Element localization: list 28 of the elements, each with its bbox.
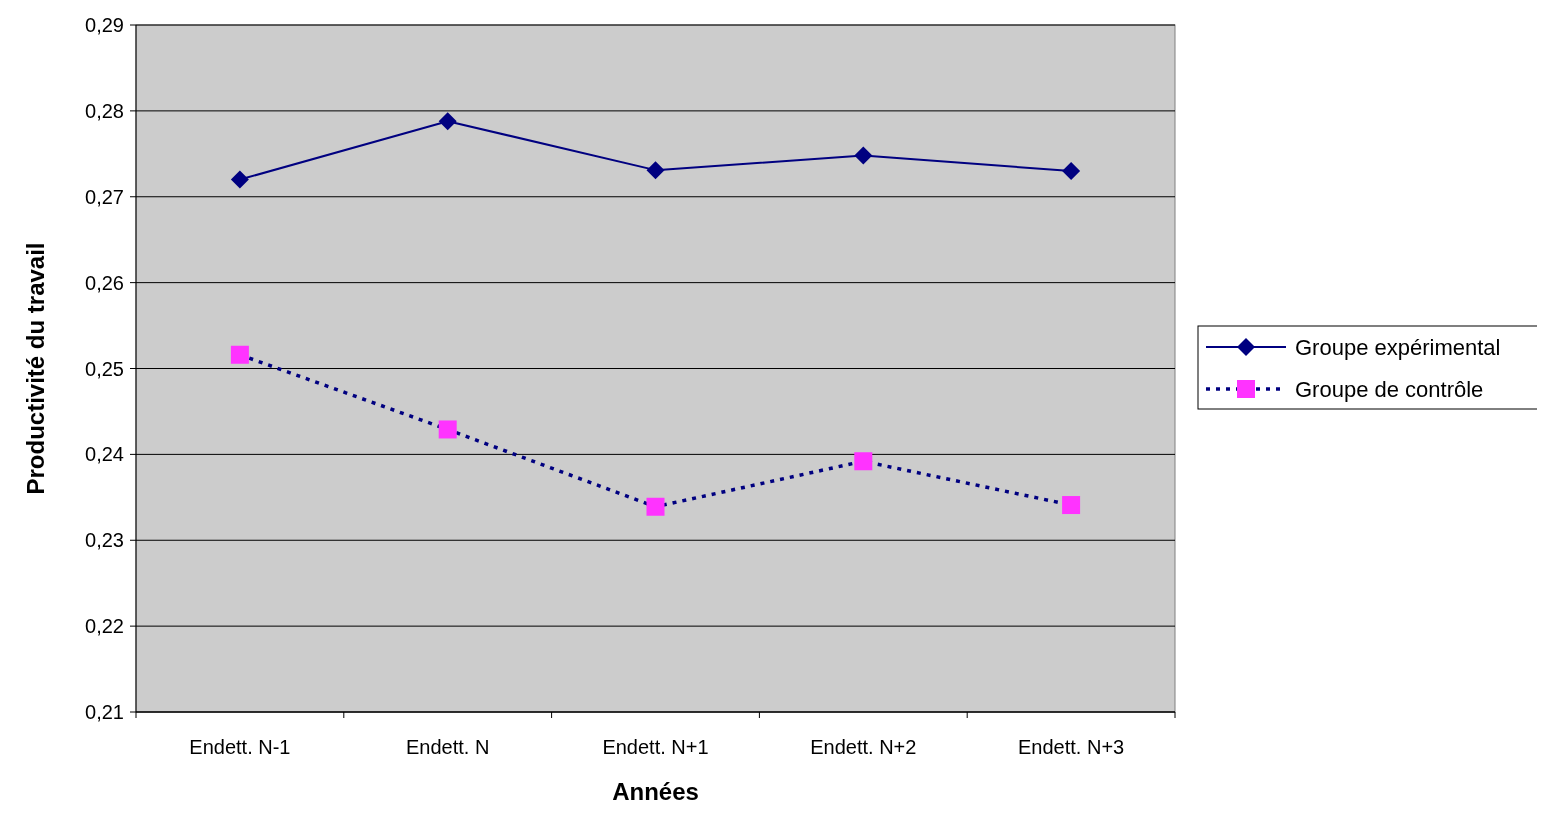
- point: [1062, 161, 1081, 180]
- y-tick-label: 0,21: [85, 701, 124, 723]
- point: [854, 146, 873, 165]
- point: [1062, 496, 1081, 515]
- y-tick-label: 0,27: [85, 185, 124, 208]
- x-tick-label: Endett. N+1: [602, 736, 709, 758]
- legend-label: Groupe de contrôle: [1295, 376, 1484, 402]
- point: [438, 420, 457, 439]
- point: [854, 452, 873, 471]
- legend-label: Groupe expérimental: [1295, 334, 1501, 360]
- y-tick-label: 0,22: [85, 615, 124, 638]
- point: [230, 345, 249, 364]
- y-tick-label: 0,23: [85, 529, 124, 552]
- y-tick-label: 0,26: [85, 271, 124, 294]
- y-tick-label: 0,24: [85, 443, 124, 466]
- x-tick-label: Endett. N+3: [1018, 736, 1125, 758]
- y-tick-label: 0,28: [85, 99, 124, 122]
- y-axis-title: Productivité du travail: [22, 242, 49, 495]
- point: [646, 161, 665, 180]
- point: [438, 112, 457, 131]
- point: [230, 170, 249, 189]
- y-tick-label: 0,29: [85, 14, 124, 36]
- x-tick-label: Endett. N: [406, 736, 490, 758]
- y-tick-label: 0,25: [85, 357, 124, 380]
- point: [646, 497, 665, 516]
- x-tick-label: Endett. N-1: [189, 736, 291, 758]
- x-tick-label: Endett. N+2: [810, 736, 917, 758]
- x-axis-title: Années: [612, 778, 699, 805]
